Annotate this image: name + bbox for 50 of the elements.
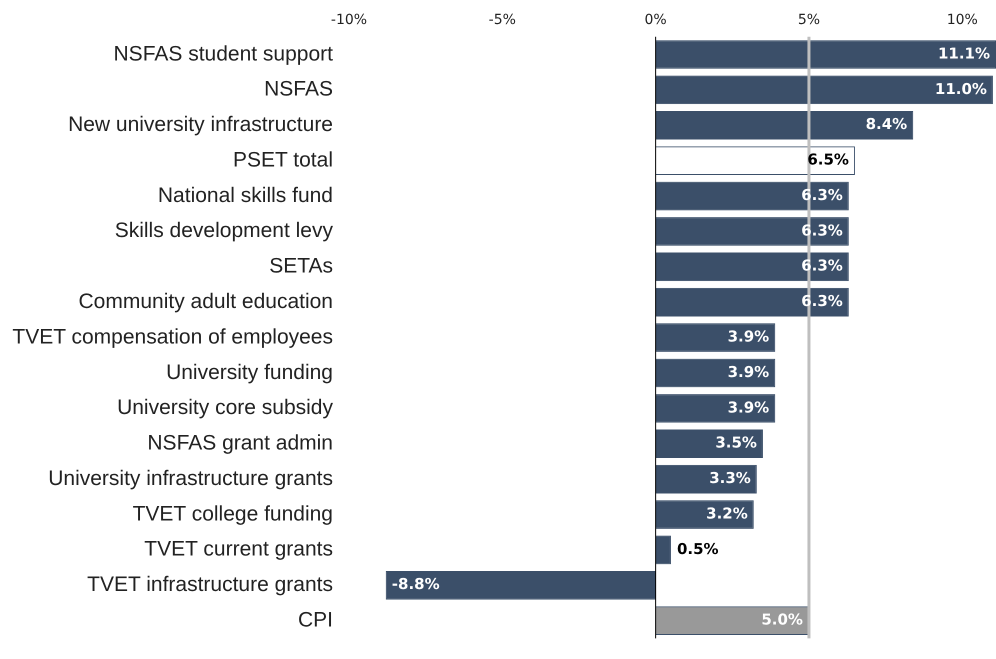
y-tick-label: TVET college funding [132,502,333,526]
x-tick-label: -5% [488,12,516,28]
data-label: 3.5% [715,434,757,452]
data-label: 3.2% [706,504,748,522]
bar [656,110,914,140]
y-tick-label: TVET infrastructure grants [87,573,333,596]
data-label: 11.1% [938,44,990,62]
data-label: 5.0% [761,610,803,629]
bar [656,217,849,246]
bar [656,394,776,423]
data-label: -8.8% [392,575,440,594]
bar [656,536,671,564]
x-tick-label: 10% [946,12,978,28]
y-tick-label: Community adult education [78,290,333,314]
y-tick-label: NSFAS student support [114,42,334,66]
data-label: 3.9% [728,327,770,346]
bar [656,464,757,494]
bar [656,500,754,529]
y-tick-label: CPI [298,608,333,632]
data-label: 3.3% [709,469,751,488]
bar [656,358,776,388]
data-label: 3.9% [728,362,770,381]
y-tick-label: National skills fund [158,184,333,207]
y-tick-label: NSFAS [264,78,333,101]
x-tick-label: 0% [644,12,667,28]
data-label: 0.5% [676,540,719,558]
data-label: 3.9% [728,398,770,416]
y-tick-label: University core subsidy [117,396,334,420]
y-tick-label: New university infrastructure [68,113,333,136]
bar [656,182,849,210]
y-tick-label: PSET total [232,148,333,172]
data-label: 11.0% [934,80,987,98]
bar [656,429,763,458]
bar [386,571,656,600]
data-label: 8.4% [866,115,908,134]
y-tick-label: Skills development levy [114,219,334,242]
y-tick-label: TVET current grants [144,538,333,561]
y-tick-label: University infrastructure grants [48,466,333,490]
data-label: 6.5% [807,150,849,169]
bar [656,76,993,104]
y-tick-label: TVET compensation of employees [12,325,333,348]
y-tick-label: University funding [166,360,333,384]
bar [656,323,776,352]
y-tick-label: SETAs [269,254,333,278]
y-tick-label: NSFAS grant admin [147,432,333,455]
bar [656,252,849,282]
x-tick-label: 5% [798,12,820,28]
bar [656,288,849,316]
bar [656,40,996,69]
x-tick-label: -10% [330,12,368,28]
